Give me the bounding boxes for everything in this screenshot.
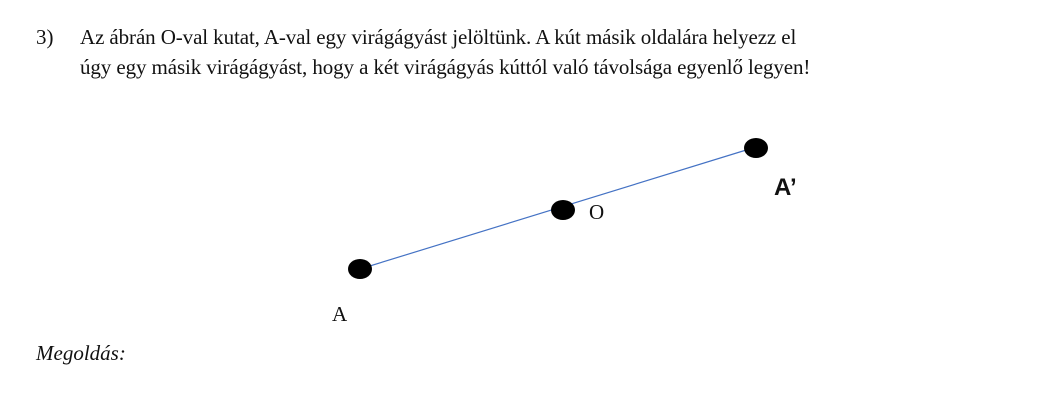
- task-text-line-1: Az ábrán O-val kutat, A-val egy virágágy…: [80, 25, 797, 49]
- point-o-dot: [551, 200, 575, 220]
- label-a-prime: A’: [774, 174, 797, 201]
- label-a: A: [332, 302, 348, 326]
- task-number: 3): [36, 25, 54, 49]
- point-a-dot: [348, 259, 372, 279]
- label-o: O: [589, 200, 605, 224]
- point-a-prime-dot: [744, 138, 768, 158]
- task-text-line-2: úgy egy másik virágágyást, hogy a két vi…: [80, 55, 811, 79]
- solution-label: Megoldás:: [36, 341, 126, 365]
